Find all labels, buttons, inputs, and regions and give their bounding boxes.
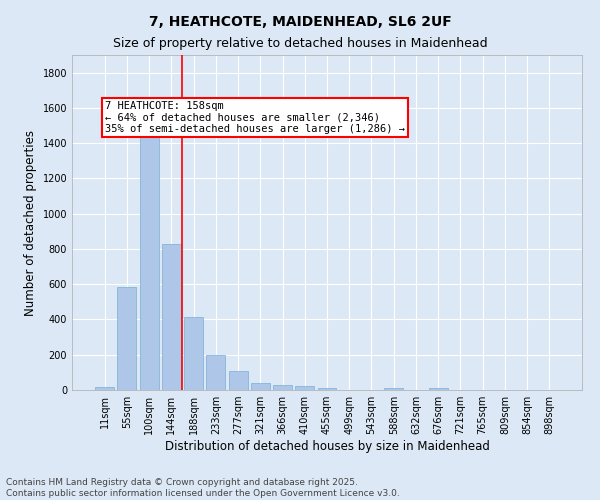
Bar bbox=[206, 354, 225, 390]
Text: Contains HM Land Registry data © Crown copyright and database right 2025.
Contai: Contains HM Land Registry data © Crown c… bbox=[6, 478, 400, 498]
Text: 7, HEATHCOTE, MAIDENHEAD, SL6 2UF: 7, HEATHCOTE, MAIDENHEAD, SL6 2UF bbox=[149, 15, 451, 29]
Bar bbox=[118, 287, 136, 390]
Bar bbox=[251, 384, 270, 390]
Bar bbox=[229, 372, 248, 390]
X-axis label: Distribution of detached houses by size in Maidenhead: Distribution of detached houses by size … bbox=[164, 440, 490, 453]
Text: Size of property relative to detached houses in Maidenhead: Size of property relative to detached ho… bbox=[113, 38, 487, 51]
Bar bbox=[384, 388, 403, 390]
Bar bbox=[140, 130, 158, 390]
Bar bbox=[295, 386, 314, 390]
Bar bbox=[162, 244, 181, 390]
Text: 7 HEATHCOTE: 158sqm
← 64% of detached houses are smaller (2,346)
35% of semi-det: 7 HEATHCOTE: 158sqm ← 64% of detached ho… bbox=[105, 101, 405, 134]
Bar bbox=[317, 388, 337, 390]
Bar bbox=[273, 384, 292, 390]
Bar bbox=[95, 388, 114, 390]
Bar bbox=[184, 317, 203, 390]
Y-axis label: Number of detached properties: Number of detached properties bbox=[24, 130, 37, 316]
Bar bbox=[429, 388, 448, 390]
